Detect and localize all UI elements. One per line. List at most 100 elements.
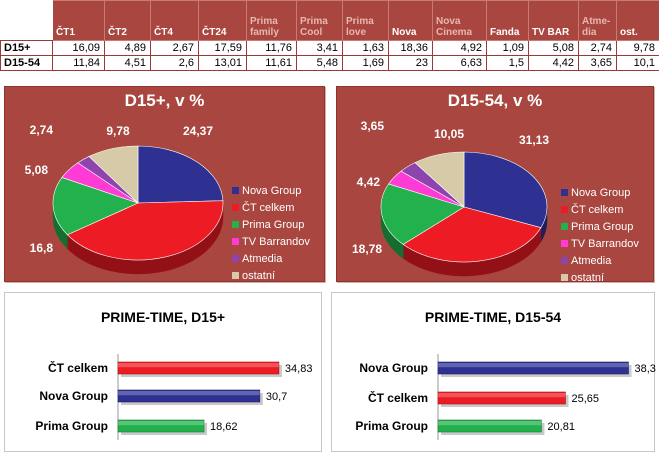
pie-chart-d15-54: D15-54, v % 31,1331,9618,784,423,6510,05…: [336, 86, 654, 284]
bar-category-label: Nova Group: [359, 361, 428, 375]
row-header: D15-54: [0, 55, 53, 71]
legend-swatch: [232, 221, 239, 228]
bar-category-label: Prima Group: [355, 419, 428, 433]
bar-value-label: 30,7: [266, 391, 287, 403]
pie-title: D15-54, v %: [447, 91, 543, 110]
pie-data-label: 4,42: [357, 175, 381, 189]
bar-value-label: 25,65: [571, 393, 599, 405]
legend-item: Nova Group: [232, 182, 310, 199]
table-cell: 11,76: [246, 40, 297, 56]
bar-svg: ČT celkem 34,83 Nova Group 30,7 Prima Group 1…: [35, 354, 313, 440]
legend-label: Nova Group: [571, 186, 631, 199]
col-header: Fanda: [486, 0, 529, 41]
legend-item: Prima Group: [561, 218, 639, 235]
bar-title: PRIME-TIME, D15-54: [424, 309, 562, 325]
bar: [437, 361, 629, 375]
table-cell: 6,63: [432, 55, 487, 71]
table-cell: 3,65: [578, 55, 617, 71]
table-cell: 4,89: [104, 40, 151, 56]
bar-value-label: 34,83: [285, 363, 313, 375]
legend-label: Nova Group: [242, 184, 302, 197]
legend-label: Atmedia: [571, 254, 612, 267]
table-cell: 4,92: [432, 40, 487, 56]
bar: [437, 391, 566, 405]
bar: [117, 389, 261, 403]
pie-slice: [402, 206, 542, 263]
pie-slice: [137, 145, 224, 204]
legend-label: TV Barrandov: [571, 237, 639, 250]
legend-item: ostatní: [232, 267, 310, 284]
legend-swatch: [232, 187, 239, 194]
pie-slice: [414, 151, 465, 208]
legend-swatch: [561, 257, 568, 264]
col-header: Nova: [388, 0, 433, 41]
col-header: Prima Cool: [296, 0, 343, 41]
col-header: Atme-dia: [578, 0, 617, 41]
bar-value-label: 18,62: [210, 421, 238, 433]
legend-item: TV Barrandov: [232, 233, 310, 250]
table-cell: 1,5: [486, 55, 529, 71]
pie-slice: [88, 145, 139, 204]
col-header: Prima family: [246, 0, 297, 41]
pie-data-label: 18,78: [352, 242, 382, 256]
legend-item: TV Barrandov: [561, 235, 639, 252]
table-cell: 23: [388, 55, 433, 71]
bar-category-label: ČT celkem: [368, 390, 428, 405]
row-header: D15+: [0, 40, 53, 56]
pie-slice: [380, 183, 465, 245]
table-cell: 10,1: [616, 55, 659, 71]
legend-label: TV Barrandov: [242, 235, 310, 248]
legend-item: ČT celkem: [232, 199, 310, 216]
table-cell: 18,36: [388, 40, 433, 56]
table-cell: 1,69: [342, 55, 389, 71]
legend-item: Atmedia: [232, 250, 310, 267]
legend-label: ostatní: [242, 269, 276, 282]
pie-slice: [52, 177, 139, 236]
legend-label: Atmedia: [242, 252, 283, 265]
table-cell: 1,63: [342, 40, 389, 56]
col-header: ČT24: [198, 0, 247, 41]
pie-data-label: 10,05: [434, 127, 464, 141]
col-header: Prima love: [342, 0, 389, 41]
bar-value-label: 20,81: [547, 421, 575, 433]
table-cell: 5,48: [296, 55, 343, 71]
legend-label: ostatní: [571, 271, 605, 284]
pie-data-label: 16,8: [30, 241, 54, 255]
bar-highlight: [118, 391, 260, 396]
pie-svg: 24,3741,2416,85,082,749,78: [25, 123, 224, 275]
legend-swatch: [561, 189, 568, 196]
col-header: ost.: [616, 0, 659, 41]
legend-item: Nova Group: [561, 184, 639, 201]
bar: [117, 419, 205, 433]
legend-swatch: [561, 223, 568, 230]
pie-data-label: 24,37: [183, 124, 213, 138]
table-cell: 1,09: [486, 40, 529, 56]
table-cell: 16,09: [52, 40, 105, 56]
pie-slice: [463, 151, 548, 229]
bar-value-label: 38,33: [635, 363, 656, 375]
table-cell: 4,42: [528, 55, 579, 71]
legend-label: Prima Group: [571, 220, 634, 233]
legend-item: ČT celkem: [561, 201, 639, 218]
table-cell: 5,08: [528, 40, 579, 56]
legend-swatch: [561, 274, 568, 281]
table-cell: 2,6: [150, 55, 199, 71]
share-table: ČT1 ČT2 ČT4 ČT24 Prima family Prima Cool…: [0, 0, 659, 71]
table-row: D15-54 11,84 4,51 2,6 13,01 11,61 5,48 1,69 23 6,…: [0, 55, 659, 71]
legend-swatch: [232, 238, 239, 245]
table-corner: [0, 0, 53, 41]
table-cell: 13,01: [198, 55, 247, 71]
pie-title: D15+, v %: [124, 91, 205, 110]
legend-item: Atmedia: [561, 252, 639, 269]
bar-chart-prime-time-d15-54: PRIME-TIME, D15-54 Nova Group 38,33 ČT cel…: [331, 292, 656, 452]
bar-category-label: Nova Group: [39, 389, 108, 403]
table-cell: 3,41: [296, 40, 343, 56]
legend-swatch: [232, 204, 239, 211]
legend-label: ČT celkem: [242, 201, 295, 214]
legend-item: ostatní: [561, 269, 639, 286]
col-header: ČT1: [52, 0, 105, 41]
table-cell: 4,51: [104, 55, 151, 71]
col-header: TV BAR: [528, 0, 579, 41]
legend-swatch: [561, 240, 568, 247]
